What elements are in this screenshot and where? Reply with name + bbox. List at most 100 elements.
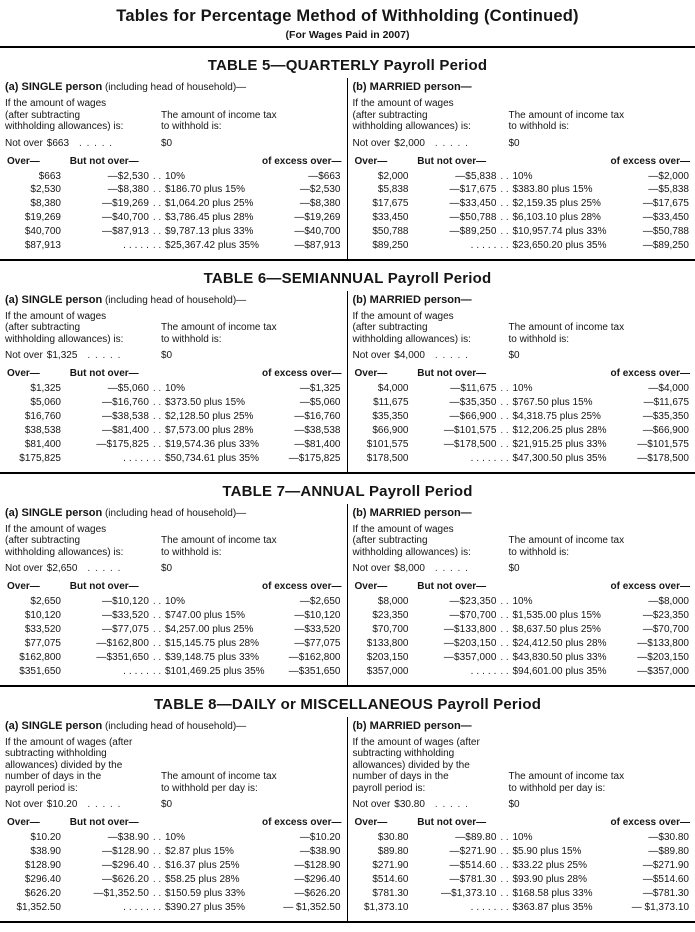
table-row: $663 —$2,530. . 10% —$663 xyxy=(5,170,342,184)
tax-amount: $50,734.61 plus 35% xyxy=(165,452,259,464)
not-over-line: Not over $8,000 . . . . . $0 xyxy=(353,562,691,576)
but-not-over-value: —$781.30 xyxy=(449,874,497,886)
tax-amount: $2,128.50 plus 25% xyxy=(165,411,254,423)
column-headers: If the amount of wages (after subtractin… xyxy=(5,524,342,559)
person-label-bold: (a) SINGLE person xyxy=(5,293,103,306)
table-row: $1,373.10 . . . . .. . $363.87 plus 35% — $… xyxy=(353,901,691,915)
zero-amount: $0 xyxy=(161,137,173,149)
excess-over-value: —$10,120 xyxy=(294,610,341,622)
table-columns: (a) SINGLE person (including head of hou… xyxy=(0,78,695,259)
excess-over-value: — $1,352.50 xyxy=(283,901,341,913)
table-row: $2,000 —$5,838. . 10% —$2,000 xyxy=(353,170,691,184)
single-column: (a) SINGLE person (including head of hou… xyxy=(0,503,348,685)
but-not-over-label: But not over— xyxy=(417,368,487,380)
but-not-over-label: But not over— xyxy=(69,155,139,167)
not-over-line: Not over $2,650 . . . . . $0 xyxy=(5,562,342,576)
column-headers: If the amount of wages (after subtractin… xyxy=(353,98,691,133)
tax-amount: $8,637.50 plus 25% xyxy=(512,624,601,636)
excess-over-value: —$23,350 xyxy=(642,610,689,622)
tax-amount: $390.27 plus 35% xyxy=(165,901,246,913)
excess-over-value: —$5,060 xyxy=(299,397,341,409)
but-not-over-label: But not over— xyxy=(69,581,139,593)
excess-over-value: —$162,800 xyxy=(288,652,341,663)
dot-leader: . . xyxy=(152,452,162,464)
wage-clause: If the amount of wages (after subtractin… xyxy=(352,310,471,345)
dot-leader: . . xyxy=(500,452,509,464)
excess-over-value: —$8,000 xyxy=(648,596,689,608)
table-row: $89.80 —$271.90. . $5.90 plus 15% —$89.80 xyxy=(353,845,691,859)
not-over-line: Not over $663 . . . . . $0 xyxy=(5,137,342,151)
table-row: $5,838 —$17,675. . $383.80 plus 15% —$5,838 xyxy=(353,183,691,197)
tax-amount: $39,148.75 plus 33% xyxy=(165,652,259,663)
not-over-amount: $1,325 xyxy=(46,350,78,362)
table-row: $35,350 —$66,900. . $4,318.75 plus 25% —$35… xyxy=(353,410,691,424)
column-headers: If the amount of wages (after subtractin… xyxy=(353,737,691,795)
over-value: $38,538 xyxy=(24,425,61,437)
but-not-over-value: —$175,825 xyxy=(96,439,149,451)
tax-clause: The amount of income tax to withhold is: xyxy=(161,322,277,345)
excess-over-value: —$77,075 xyxy=(294,638,341,650)
table-row: $89,250 . . . . .. . $23,650.20 plus 35% —$… xyxy=(353,239,691,253)
over-value: $781.30 xyxy=(372,887,409,899)
dot-leader: . . xyxy=(152,665,162,677)
excess-over-value: —$357,000 xyxy=(637,665,689,677)
over-value: $70,700 xyxy=(372,624,409,636)
not-over-label: Not over xyxy=(352,799,391,811)
person-label-bold: (b) MARRIED person— xyxy=(352,81,472,93)
table-row: $1,352.50 . . . . .. . $390.27 plus 35% — $… xyxy=(5,901,342,915)
dot-leader: . . xyxy=(152,832,162,844)
dot-leader: . . xyxy=(152,184,162,196)
but-not-over-value: —$178,500 xyxy=(443,439,497,451)
tax-amount: $1,535.00 plus 15% xyxy=(512,610,601,622)
dot-leader: . . xyxy=(500,397,509,409)
zero-amount: $0 xyxy=(161,350,173,362)
tax-amount: $43,830.50 plus 33% xyxy=(512,652,607,663)
but-not-over-value: —$70,700 xyxy=(449,610,497,622)
spacer xyxy=(486,366,610,381)
table-row: $10.20 —$38.90. . 10% —$10.20 xyxy=(5,831,342,845)
over-value: $162,800 xyxy=(19,652,61,663)
excess-over-value: —$296.40 xyxy=(294,874,341,886)
excess-over-value: —$87,913 xyxy=(294,240,341,252)
table-row: $33,450 —$50,788. . $6,103.10 plus 28% —$33… xyxy=(353,211,691,225)
over-value: $514.60 xyxy=(372,874,409,886)
tax-amount: $12,206.25 plus 28% xyxy=(512,425,607,437)
dot-leader: . . xyxy=(500,212,509,224)
of-excess-over-label: of excess over— xyxy=(610,368,691,380)
over-label: Over— xyxy=(7,155,40,167)
zero-amount: $0 xyxy=(508,799,520,811)
excess-over-value: —$2,530 xyxy=(299,184,341,196)
over-value: $663 xyxy=(38,170,61,182)
excess-over-value: —$35,350 xyxy=(642,411,689,423)
tax-amount: $2.87 plus 15% xyxy=(165,846,234,858)
but-not-over-value: . . . . . xyxy=(123,240,149,252)
excess-over-value: —$514.60 xyxy=(642,874,689,886)
over-value: $23,350 xyxy=(372,610,409,622)
table-6-semiannual: TABLE 6—SEMIANNUAL Payroll Period (a) SI… xyxy=(0,261,695,474)
table-title: TABLE 5—QUARTERLY Payroll Period xyxy=(207,57,488,74)
table-columns: (a) SINGLE person (including head of hou… xyxy=(0,290,695,472)
over-value: $17,675 xyxy=(372,198,409,210)
bracket-rows: $10.20 —$38.90. . 10% —$10.20 $38.90 —$128.90… xyxy=(5,831,342,914)
but-not-over-value: —$271.90 xyxy=(449,846,497,858)
excess-over-value: —$38.90 xyxy=(299,846,341,858)
tax-amount: $747.00 plus 15% xyxy=(165,610,246,622)
table-row: $77,075 —$162,800. . $15,145.75 plus 28% —$… xyxy=(5,637,342,651)
excess-over-value: —$4,000 xyxy=(648,383,689,395)
excess-over-value: —$781.30 xyxy=(642,887,689,899)
but-not-over-value: —$40,700 xyxy=(102,212,149,224)
table-columns: (a) SINGLE person (including head of hou… xyxy=(0,503,695,685)
table-row: $296.40 —$626.20. . $58.25 plus 28% —$296.4… xyxy=(5,873,342,887)
person-label-bold: (b) MARRIED person— xyxy=(352,719,472,732)
over-value: $4,000 xyxy=(377,383,409,395)
dot-leader: . . . . . xyxy=(434,350,469,362)
dot-leader: . . xyxy=(152,860,162,872)
not-over-label: Not over xyxy=(352,350,391,362)
tax-clause: The amount of income tax to withhold per… xyxy=(508,771,625,794)
tax-amount: 10% xyxy=(512,170,533,182)
not-over-label: Not over xyxy=(5,350,43,362)
but-not-over-value: . . . . . xyxy=(123,665,149,677)
married-column: (b) MARRIED person— If the amount of wage… xyxy=(348,504,695,685)
but-not-over-value: —$626.20 xyxy=(102,874,149,886)
but-not-over-label: But not over— xyxy=(417,581,487,593)
